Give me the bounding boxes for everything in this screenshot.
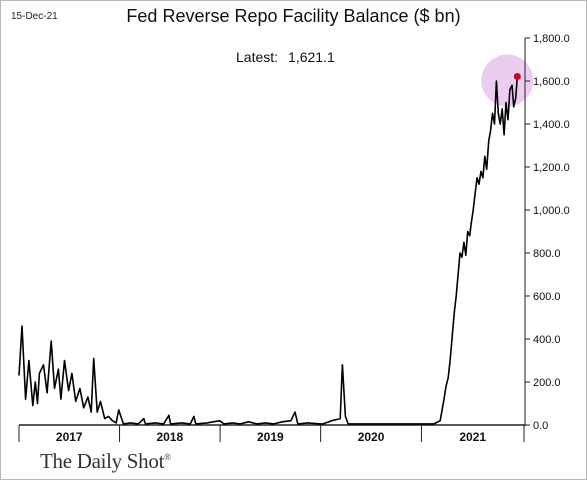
brand-registered-mark: ® [164,452,171,462]
y-tick-label: 800.0 [533,248,561,260]
x-tick-label: 2020 [358,430,385,444]
latest-value: 1,621.1 [288,49,335,65]
y-tick-label: 1,200.0 [533,162,570,174]
y-tick-label: 1,800.0 [533,33,570,45]
latest-annotation: Latest: 1,621.1 [236,49,345,65]
y-tick-label: 1,600.0 [533,76,570,88]
y-tick-label: 0.0 [533,420,548,432]
brand-logo: The Daily Shot® [40,449,171,474]
brand-name: The Daily Shot [40,449,165,473]
x-tick-label: 2018 [156,430,183,444]
x-tick-label: 2019 [257,430,284,444]
chart-title: Fed Reverse Repo Facility Balance ($ bn) [126,6,461,26]
x-tick-label: 2017 [56,430,83,444]
y-tick-label: 600.0 [533,291,561,303]
latest-point-marker [513,72,521,80]
y-tick-label: 400.0 [533,334,561,346]
y-tick-label: 1,000.0 [533,205,570,217]
chart-date: 15-Dec-21 [11,11,58,22]
series-line [18,76,519,425]
y-tick-label: 1,400.0 [533,119,570,131]
latest-highlight-circle [481,54,534,107]
y-tick-label: 200.0 [533,377,561,389]
x-tick-label: 2021 [459,430,486,444]
latest-label: Latest: [236,49,279,65]
